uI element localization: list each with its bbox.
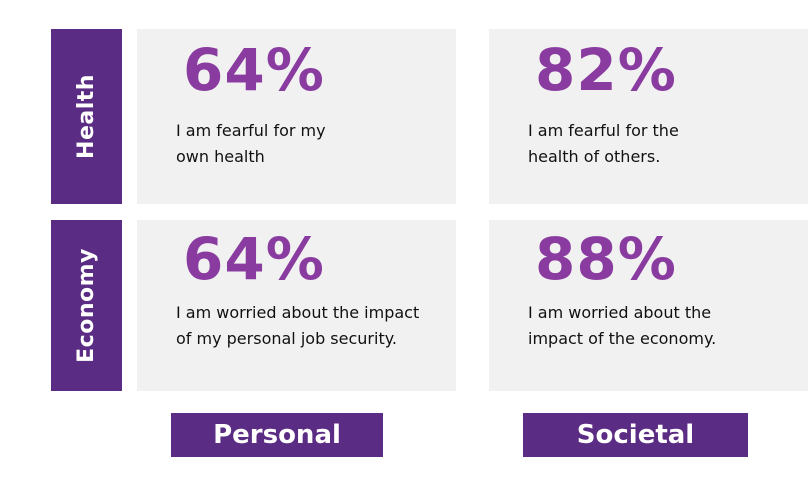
row-label-health-text: Health [74,74,99,159]
card-economy-personal: 64% I am worried about the impact of my … [137,220,456,391]
row-label-health: Health [51,29,122,204]
column-label-societal: Societal [523,413,748,457]
row-label-economy: Economy [51,220,122,391]
percent-health-personal: 64% [183,36,325,104]
percent-health-societal: 82% [535,36,677,104]
statement-line-2: own health [176,147,265,166]
statement-line-1: I am fearful for my [176,121,326,140]
statement-health-societal: I am fearful for the health of others. [528,118,679,170]
card-economy-societal: 88% I am worried about the impact of the… [489,220,808,391]
statement-economy-personal: I am worried about the impact of my pers… [176,300,419,352]
statement-line-2: health of others. [528,147,661,166]
statement-line-1: I am worried about the [528,303,712,322]
percent-economy-personal: 64% [183,225,325,293]
statement-line-2: impact of the economy. [528,329,717,348]
statement-line-2: of my personal job security. [176,329,397,348]
statement-economy-societal: I am worried about the impact of the eco… [528,300,716,352]
card-health-societal: 82% I am fearful for the health of other… [489,29,808,204]
card-health-personal: 64% I am fearful for my own health [137,29,456,204]
column-label-personal: Personal [171,413,383,457]
statement-line-1: I am fearful for the [528,121,679,140]
statement-health-personal: I am fearful for my own health [176,118,326,170]
row-label-economy-text: Economy [74,248,100,363]
statement-line-1: I am worried about the impact [176,303,420,322]
percent-economy-societal: 88% [535,225,677,293]
